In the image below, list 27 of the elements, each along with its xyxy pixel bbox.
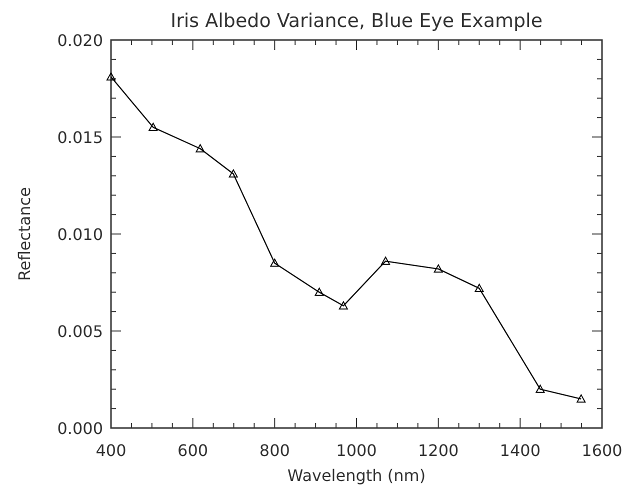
point — [106, 72, 116, 81]
point — [314, 288, 324, 296]
x-tick-label: 400 — [96, 441, 126, 460]
point — [228, 169, 238, 178]
y-axis-title: Reflectance — [15, 187, 34, 281]
x-tick-label: 600 — [178, 441, 208, 460]
y-tick-label: 0.015 — [57, 128, 103, 147]
point — [148, 122, 158, 131]
x-tick-label: 1200 — [418, 441, 459, 460]
point — [576, 394, 586, 403]
point — [338, 301, 348, 310]
point — [536, 384, 545, 393]
y-tick-label: 0.005 — [57, 322, 103, 341]
x-tick-label: 1400 — [500, 441, 541, 460]
point — [381, 256, 390, 265]
x-tick-label: 800 — [259, 441, 290, 460]
x-tick-label: 1600 — [582, 441, 622, 460]
chart-title: Iris Albedo Variance, Blue Eye Example — [170, 10, 543, 32]
point — [196, 144, 205, 152]
point — [270, 258, 280, 267]
point — [434, 264, 443, 273]
y-tick-label: 0.020 — [57, 31, 103, 50]
y-tick-label: 0.000 — [57, 419, 103, 438]
x-axis-title: Wavelength (nm) — [287, 466, 426, 485]
point — [474, 284, 484, 292]
y-tick-label: 0.010 — [57, 225, 103, 244]
x-tick-label: 1000 — [336, 441, 377, 460]
